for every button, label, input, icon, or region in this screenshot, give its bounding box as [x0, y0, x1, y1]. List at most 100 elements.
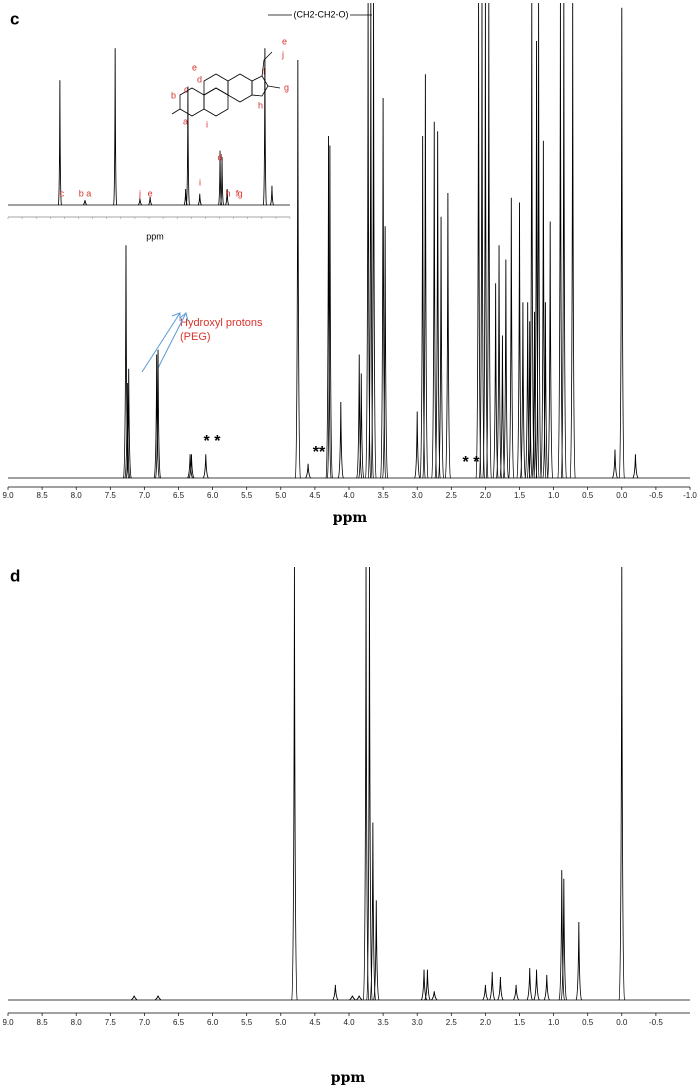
peak — [560, 878, 568, 1001]
peak — [202, 454, 209, 479]
peak — [349, 995, 356, 1001]
x-tick-label: 2.5 — [446, 1018, 458, 1027]
peak — [187, 454, 194, 479]
peak — [431, 991, 438, 1001]
peak-label: e — [148, 188, 153, 198]
peak — [547, 221, 554, 479]
peak — [337, 401, 344, 479]
x-tick-label: 4.5 — [309, 491, 321, 500]
x-tick-label: 9.0 — [2, 491, 14, 500]
peak — [137, 198, 142, 206]
peak — [516, 202, 523, 479]
annotation: ** — [313, 444, 326, 461]
x-tick-label: 8.5 — [37, 491, 49, 500]
peak — [220, 156, 225, 206]
annotation: Hydroxyl protons — [180, 317, 263, 329]
peak-label: f — [236, 188, 239, 198]
peak — [366, 566, 373, 1001]
peak — [526, 321, 533, 479]
x-tick-label: 4.0 — [343, 1018, 355, 1027]
peak — [508, 197, 515, 479]
x-tick-label: 6.5 — [173, 1018, 185, 1027]
panel-label: c — [10, 9, 19, 28]
peak — [269, 185, 274, 206]
annotation: (PEG) — [180, 331, 211, 343]
x-tick-label: 1.5 — [514, 491, 526, 500]
peak — [557, 2, 564, 479]
x-tick-label: 0.0 — [616, 1018, 628, 1027]
x-tick-label: 3.0 — [412, 491, 424, 500]
peak — [154, 995, 162, 1001]
peak — [524, 302, 531, 479]
x-tick-label: 3.0 — [412, 1018, 424, 1027]
peak — [188, 454, 195, 479]
x-tick-label: 1.5 — [514, 1018, 526, 1027]
x-tick-label: 0.0 — [616, 491, 628, 500]
peak — [492, 283, 499, 479]
x-tick-label: -0.5 — [649, 1018, 663, 1027]
peak — [380, 97, 387, 479]
peak — [519, 302, 526, 479]
structure-label: e — [282, 36, 287, 46]
peak — [153, 354, 160, 479]
peak — [326, 145, 333, 479]
annotation-arrows — [141, 312, 189, 373]
x-tick-label: 8.5 — [37, 1018, 49, 1027]
x-tick-label: 5.5 — [241, 491, 253, 500]
peak — [305, 463, 312, 479]
peak — [197, 193, 202, 206]
peak-label: b a — [79, 188, 92, 198]
peak — [496, 245, 503, 479]
peak-label: i — [199, 177, 201, 187]
x-tick-label: 5.5 — [241, 1018, 253, 1027]
x-tick-label: 4.0 — [343, 491, 355, 500]
peak-label: d — [218, 152, 223, 162]
peak — [543, 974, 550, 1001]
peak-label: j — [138, 188, 141, 198]
peak — [485, 2, 492, 479]
peak-label: c — [60, 188, 65, 198]
peak — [131, 995, 138, 1001]
x-tick-label: 5.0 — [275, 491, 287, 500]
x-tick-label: -1.0 — [683, 491, 697, 500]
structure-label: e — [192, 62, 197, 72]
peak — [632, 454, 639, 479]
peak — [611, 449, 618, 479]
peak — [475, 2, 482, 479]
peak — [57, 80, 62, 206]
x-tick-label: 9.0 — [2, 1018, 14, 1027]
x-tick-label: 7.0 — [139, 491, 151, 500]
peak — [356, 995, 363, 1001]
annotation: (CH2-CH2-O) — [294, 9, 349, 19]
peak — [369, 822, 377, 1001]
peak — [148, 196, 153, 206]
x-tick-label: 6.0 — [207, 1018, 219, 1027]
peak — [262, 48, 267, 206]
x-axis-label: ppm — [331, 1070, 366, 1085]
peak — [533, 969, 540, 1001]
peak-label: g — [238, 188, 243, 198]
x-tick-label: 3.5 — [378, 491, 390, 500]
peak — [291, 566, 298, 1001]
peak — [560, 2, 567, 479]
peak — [502, 259, 509, 479]
peak — [356, 354, 363, 479]
peak — [185, 86, 190, 206]
x-tick-label: 5.0 — [275, 1018, 287, 1027]
structure-label: h — [258, 100, 263, 110]
structure-label: b — [171, 90, 176, 100]
x-tick-label: 3.5 — [378, 1018, 390, 1027]
peak — [125, 368, 132, 479]
peak — [358, 373, 365, 479]
peak — [124, 382, 131, 479]
peak — [489, 971, 496, 1001]
structure-label: j — [281, 49, 284, 59]
peak — [575, 922, 583, 1001]
molecule — [171, 51, 281, 117]
peak — [370, 2, 377, 479]
peak — [535, 2, 542, 479]
peak — [373, 900, 380, 1001]
x-tick-label: 4.5 — [309, 1018, 321, 1027]
peak — [422, 74, 429, 479]
